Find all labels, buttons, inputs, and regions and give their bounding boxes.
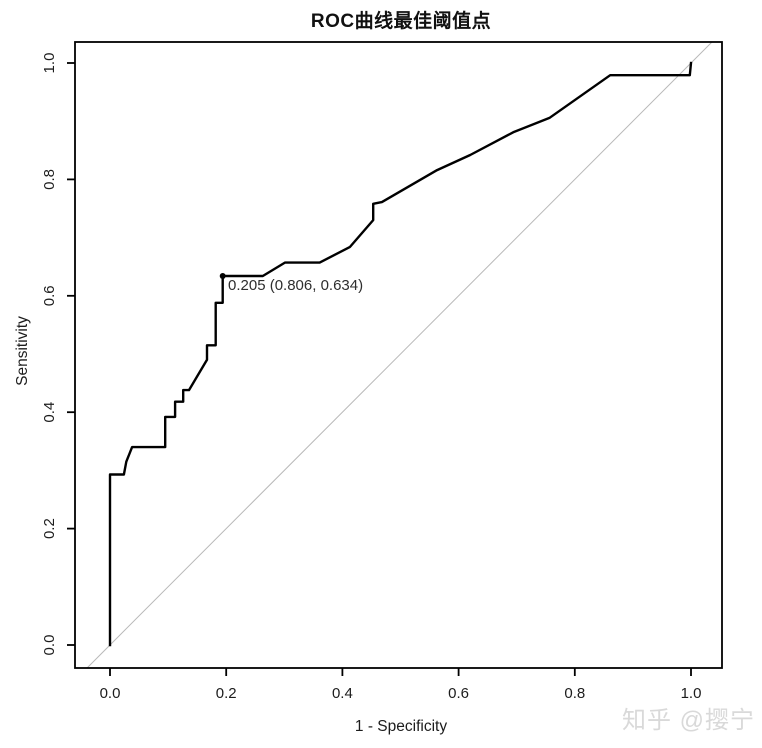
y-axis-label: Sensitivity <box>14 316 31 386</box>
y-tick-label: 0.2 <box>41 518 58 539</box>
x-tick-label: 0.8 <box>564 685 585 702</box>
x-tick-label: 0.6 <box>448 685 469 702</box>
x-tick-label: 0.2 <box>216 685 237 702</box>
y-tick-label: 0.6 <box>41 285 58 306</box>
y-tick-label: 0.0 <box>41 635 58 656</box>
x-tick-label: 1.0 <box>681 685 702 702</box>
y-tick-label: 0.4 <box>41 402 58 423</box>
plot-box <box>74 41 723 669</box>
x-axis-label: 1 - Specificity <box>354 718 448 735</box>
y-tick-label: 0.8 <box>41 169 58 190</box>
x-tick-label: 0.0 <box>100 685 121 702</box>
x-tick-label: 0.4 <box>332 685 353 702</box>
roc-curve <box>108 61 693 647</box>
chance-diagonal-line <box>86 42 713 668</box>
chart-title: ROC曲线最佳阈值点 <box>310 11 492 32</box>
y-tick-label: 1.0 <box>41 53 58 74</box>
best-threshold-point <box>219 273 226 280</box>
watermark: 知乎 @撄宁 <box>621 707 755 734</box>
best-threshold-annotation: 0.205 (0.806, 0.634) <box>228 277 364 294</box>
